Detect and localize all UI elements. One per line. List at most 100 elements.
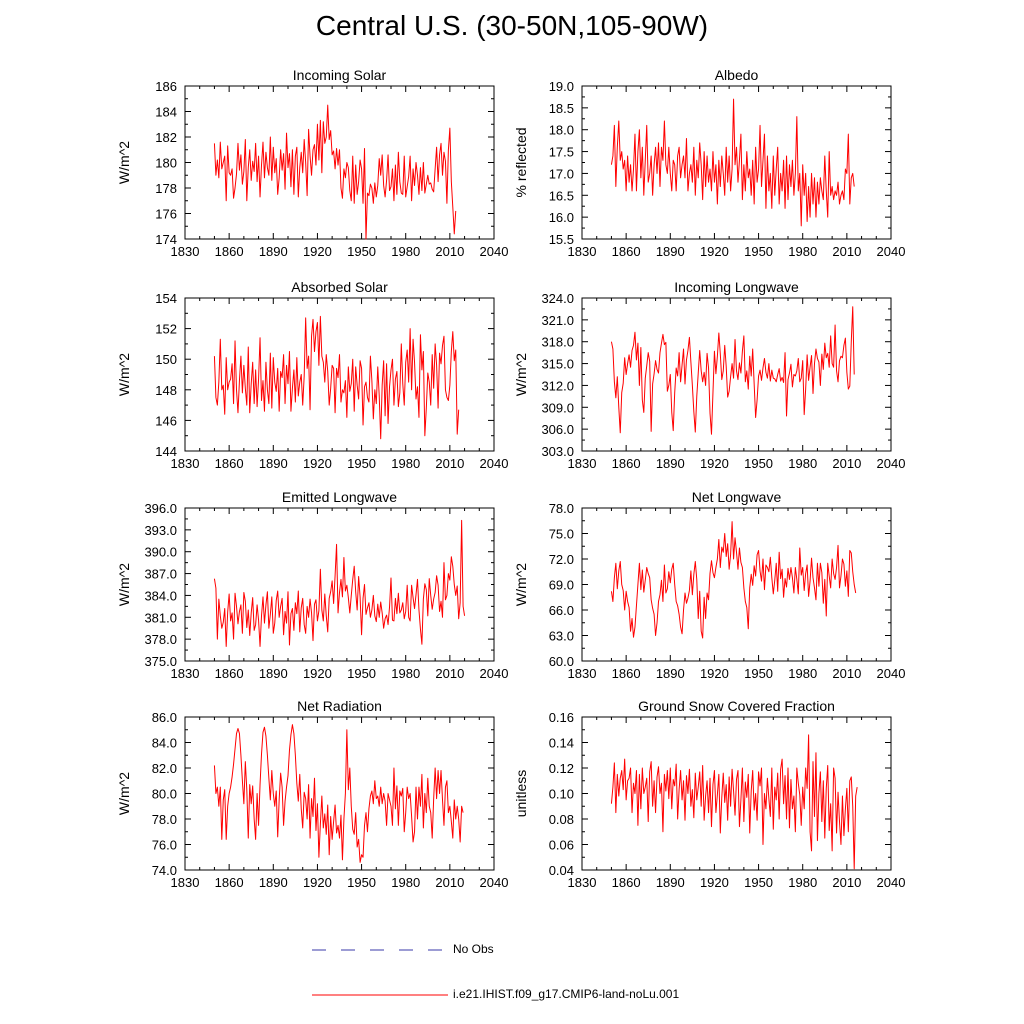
- x-tick-label: 1980: [788, 244, 817, 259]
- x-tick-label: 2010: [435, 875, 464, 890]
- x-tick-label: 1920: [303, 666, 332, 681]
- y-tick-label: 174: [155, 232, 177, 247]
- series-line-incoming-solar: [213, 104, 457, 240]
- x-tick-label: 1980: [391, 456, 420, 471]
- legend-model-label: i.e21.IHIST.f09_g17.CMIP6-land-noLu.001: [453, 987, 680, 1001]
- series-line-net-longwave: [610, 521, 857, 639]
- y-tick-label: 381.0: [144, 610, 177, 625]
- x-tick-label: 1860: [215, 666, 244, 681]
- y-tick-label: 180: [155, 156, 177, 171]
- y-tick-label: 17.5: [549, 145, 574, 160]
- legend-model-line: [312, 994, 448, 996]
- y-tick-label: 303.0: [541, 444, 574, 459]
- y-tick-label: 384.0: [144, 588, 177, 603]
- y-tick-label: 178: [155, 181, 177, 196]
- series-line-emitted-longwave: [213, 519, 466, 647]
- x-tick-label: 1830: [568, 456, 597, 471]
- y-tick-label: 184: [155, 105, 177, 120]
- x-tick-label: 2040: [480, 456, 509, 471]
- x-tick-label: 1920: [700, 666, 729, 681]
- x-tick-label: 1830: [171, 666, 200, 681]
- panel-incoming-solar: Incoming Solar W/m^2 1830 1860 1890 1920 1950 1…: [116, 67, 508, 259]
- x-tick-label: 1920: [303, 456, 332, 471]
- panel-title: Ground Snow Covered Fraction: [638, 698, 835, 714]
- panel-net-longwave: Net Longwave W/m^2 1830 1860 1890 1920 1950 198…: [513, 489, 905, 681]
- x-tick-label: 1950: [744, 666, 773, 681]
- y-axis-label: W/m^2: [116, 353, 132, 396]
- x-tick-label: 1920: [303, 875, 332, 890]
- panel-title: Net Longwave: [692, 489, 782, 505]
- y-tick-label: 318.0: [541, 335, 574, 350]
- y-tick-label: 76.0: [152, 838, 177, 853]
- y-tick-label: 312.0: [541, 378, 574, 393]
- panel-title: Albedo: [715, 67, 759, 83]
- y-tick-label: 63.0: [549, 629, 574, 644]
- x-tick-label: 1890: [259, 456, 288, 471]
- x-tick-label: 2040: [877, 875, 906, 890]
- x-tick-label: 1830: [171, 875, 200, 890]
- x-tick-label: 2010: [435, 244, 464, 259]
- x-tick-label: 1980: [788, 456, 817, 471]
- y-tick-label: 16.0: [549, 210, 574, 225]
- y-tick-label: 148: [155, 383, 177, 398]
- x-tick-label: 1950: [347, 875, 376, 890]
- y-tick-label: 75.0: [549, 527, 574, 542]
- x-tick-label: 2040: [877, 666, 906, 681]
- legend-no-obs-label: No Obs: [453, 942, 494, 956]
- x-tick-label: 1980: [788, 666, 817, 681]
- x-tick-label: 1980: [788, 875, 817, 890]
- y-tick-label: 315.0: [541, 357, 574, 372]
- plot-frame: [581, 716, 892, 871]
- y-axis-label: W/m^2: [513, 353, 529, 396]
- x-tick-label: 2040: [480, 244, 509, 259]
- plot-frame: [581, 297, 892, 452]
- panel-net-radiation: Net Radiation W/m^2 1830 1860 1890 1920 1950 19…: [116, 698, 508, 890]
- y-tick-label: 378.0: [144, 632, 177, 647]
- y-tick-label: 309.0: [541, 400, 574, 415]
- y-tick-label: 66.0: [549, 603, 574, 618]
- y-tick-label: 15.5: [549, 232, 574, 247]
- y-tick-label: 16.5: [549, 188, 574, 203]
- y-tick-label: 60.0: [549, 654, 574, 669]
- y-tick-label: 82.0: [152, 761, 177, 776]
- x-tick-label: 1890: [656, 244, 685, 259]
- y-tick-label: 69.0: [549, 578, 574, 593]
- y-tick-label: 19.0: [549, 79, 574, 94]
- y-axis-label: W/m^2: [116, 772, 132, 815]
- x-tick-label: 1920: [700, 875, 729, 890]
- y-tick-label: 0.08: [549, 812, 574, 827]
- x-tick-label: 1950: [744, 456, 773, 471]
- y-tick-label: 387.0: [144, 567, 177, 582]
- x-tick-label: 1860: [612, 875, 641, 890]
- y-tick-label: 146: [155, 413, 177, 428]
- panel-emitted-longwave: Emitted Longwave W/m^2 1830 1860 1890 1920 195…: [116, 489, 508, 681]
- y-tick-label: 186: [155, 79, 177, 94]
- y-tick-label: 390.0: [144, 545, 177, 560]
- x-tick-label: 1980: [391, 666, 420, 681]
- y-tick-label: 18.5: [549, 101, 574, 116]
- x-tick-label: 1860: [215, 244, 244, 259]
- panel-absorbed-solar: Absorbed Solar W/m^2 1830 1860 1890 1920 1950 1…: [116, 279, 508, 471]
- panel-title: Net Radiation: [297, 698, 382, 714]
- y-tick-label: 0.06: [549, 838, 574, 853]
- x-tick-label: 1890: [259, 666, 288, 681]
- panel-albedo: Albedo % reflected 1830 1860 1890 1920 1950 198…: [513, 67, 905, 259]
- y-tick-label: 86.0: [152, 710, 177, 725]
- x-tick-label: 2010: [435, 456, 464, 471]
- y-tick-label: 396.0: [144, 501, 177, 516]
- panel-title: Incoming Longwave: [674, 279, 799, 295]
- series-line-albedo: [610, 98, 855, 227]
- y-tick-label: 182: [155, 130, 177, 145]
- y-tick-label: 154: [155, 291, 177, 306]
- y-tick-label: 72.0: [549, 552, 574, 567]
- panel-ground-snow-covered-fraction: Ground Snow Covered Fraction unitless 1830…: [513, 698, 905, 890]
- y-tick-label: 74.0: [152, 863, 177, 878]
- x-tick-label: 1890: [259, 875, 288, 890]
- x-tick-label: 1860: [215, 456, 244, 471]
- x-tick-label: 2040: [480, 666, 509, 681]
- x-tick-label: 2010: [435, 666, 464, 681]
- x-tick-label: 2010: [832, 666, 861, 681]
- x-tick-label: 2010: [832, 875, 861, 890]
- panel-incoming-longwave: Incoming Longwave W/m^2 1830 1860 1890 1920 19…: [513, 279, 905, 471]
